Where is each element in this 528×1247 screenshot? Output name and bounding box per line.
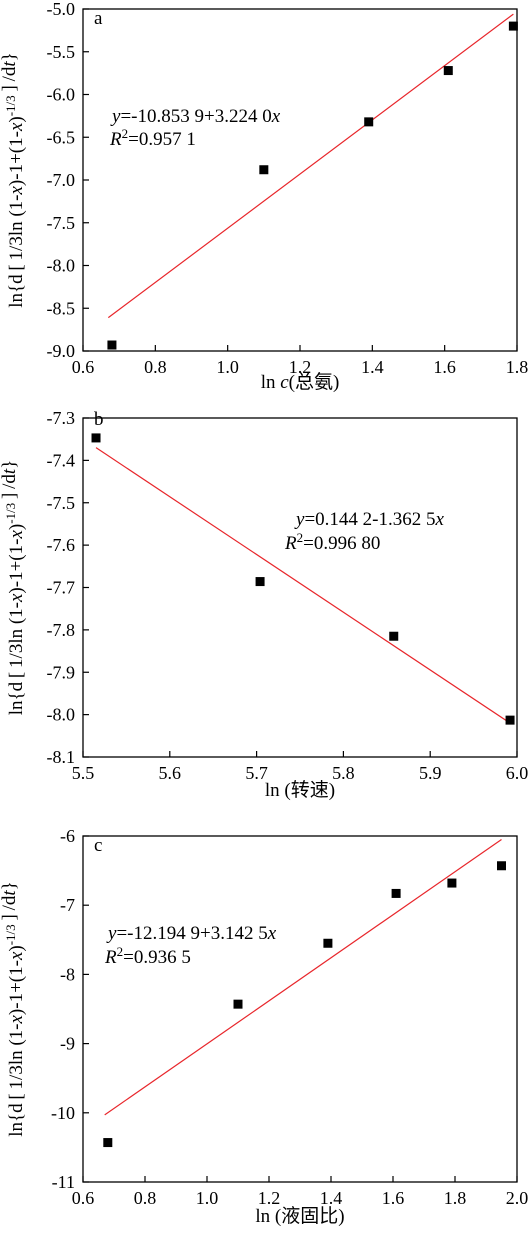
- panel-b-x-tick-label: 5.5: [72, 763, 95, 783]
- panel-a-y-tick-label: -9.0: [47, 341, 76, 361]
- panel-a-y-tick-label: -8.5: [47, 298, 76, 318]
- panel-b-data-point: [91, 433, 101, 443]
- panel-a-data-point: [508, 21, 518, 31]
- panel-b-x-tick-label: 5.8: [332, 763, 355, 783]
- panel-b-x-axis-title: ln (转速): [265, 779, 335, 801]
- panel-b-x-tick-label: 5.7: [245, 763, 268, 783]
- panel-a-fit-line: [107, 13, 514, 319]
- panel-a-y-tick-label: -6.0: [47, 85, 76, 105]
- panel-c-x-tick-label: 1.4: [320, 1188, 343, 1208]
- panel-c-x-tick-label: 1.0: [196, 1188, 219, 1208]
- panel-c-x-axis-title: ln (液固比): [255, 1205, 344, 1227]
- panel-a-y-tick-label: -5.0: [47, 0, 76, 19]
- panel-c-y-tick-label: -7: [60, 895, 75, 915]
- panel-b-y-tick-label: -7.8: [47, 620, 76, 640]
- panel-c-fit-equation: y=-12.194 9+3.142 5x: [106, 923, 277, 944]
- panel-a-y-tick-label: -5.5: [47, 42, 76, 62]
- panel-b-fit-equation: y=0.144 2-1.362 5x: [294, 509, 444, 530]
- panel-b-x-tick-label: 5.9: [419, 763, 442, 783]
- panel-c-label: c: [94, 835, 102, 856]
- panel-b-fit-line: [95, 447, 511, 724]
- panel-c-y-tick-label: -8: [60, 964, 75, 984]
- panel-b-y-tick-label: -7.4: [47, 450, 76, 470]
- panel-c-x-tick-label: 0.8: [134, 1188, 157, 1208]
- panel-b-y-tick-label: -8.1: [47, 747, 76, 767]
- panel-c-y-tick-label: -6: [60, 826, 75, 846]
- panel-c-y-tick-label: -9: [60, 1034, 75, 1054]
- panel-b-y-tick-label: -7.6: [47, 535, 76, 555]
- panel-b-y-tick-label: -7.9: [47, 662, 76, 682]
- panel-a-x-tick-label: 0.6: [72, 357, 95, 377]
- panel-c-data-point: [233, 999, 243, 1009]
- panel-b-y-tick-label: -7.3: [47, 408, 76, 428]
- panel-c-x-tick-label: 1.2: [258, 1188, 281, 1208]
- panel-a-x-axis-title: ln c(总氨): [261, 371, 340, 393]
- panel-b-data-point: [505, 715, 515, 725]
- panel-b-label: b: [94, 409, 104, 430]
- panel-a-r-squared: R2=0.957 1: [109, 126, 196, 150]
- panel-c-y-axis-title: ln{d [ 1/3ln (1-x)-1+(1-x)-1/3 ] /dt}: [0, 881, 27, 1137]
- panel-a-fit-equation: y=-10.853 9+3.224 0x: [110, 106, 281, 127]
- panel-c-x-tick-label: 0.6: [72, 1188, 95, 1208]
- panel-a-y-tick-label: -8.0: [47, 256, 76, 276]
- panel-b-data-point: [389, 631, 399, 641]
- panel-c-data-point: [103, 1138, 113, 1148]
- panel-b-y-tick-label: -8.0: [47, 705, 76, 725]
- panel-b-r-squared: R2=0.996 80: [284, 530, 380, 554]
- panel-c-x-tick-label: 1.6: [382, 1188, 405, 1208]
- panel-a-data-point: [107, 340, 117, 350]
- panel-b-data-point: [255, 577, 265, 587]
- panel-b-x-tick-label: 6.0: [506, 763, 528, 783]
- panel-c-x-tick-label: 1.8: [444, 1188, 467, 1208]
- panel-a-y-tick-label: -6.5: [47, 127, 76, 147]
- panel-a-y-axis-title: ln{d [ 1/3ln (1-x)-1+(1-x)-1/3 ] /dt}: [0, 52, 27, 308]
- panel-b-y-axis-title: ln{d [ 1/3ln (1-x)-1+(1-x)-1/3 ] /dt}: [0, 460, 27, 716]
- panel-c-data-point: [391, 888, 401, 898]
- panel-c-data-point: [447, 878, 457, 888]
- panel-b-y-tick-label: -7.7: [47, 578, 76, 598]
- panel-c-plot-frame: [82, 835, 518, 1183]
- panel-a-y-tick-label: -7.0: [47, 170, 76, 190]
- panel-a-label: a: [94, 8, 103, 29]
- panel-c-data-point: [323, 938, 333, 948]
- panel-a-x-tick-label: 0.8: [144, 357, 167, 377]
- panel-c-r-squared: R2=0.936 5: [104, 944, 191, 968]
- panel-a-data-point: [259, 165, 269, 175]
- panel-a-data-point: [443, 66, 453, 76]
- panel-a-y-tick-label: -7.5: [47, 213, 76, 233]
- panel-a-x-tick-label: 1.0: [216, 357, 239, 377]
- panel-b-plot-frame: [82, 417, 518, 758]
- panel-c-y-tick-label: -10: [51, 1103, 75, 1123]
- panel-a-data-point: [364, 117, 374, 127]
- panel-c-fit-line: [104, 838, 502, 1116]
- panel-a-x-tick-label: 1.8: [506, 357, 528, 377]
- panel-c-x-tick-label: 2.0: [506, 1188, 528, 1208]
- panel-c-data-point: [497, 861, 506, 871]
- panel-b-x-tick-label: 5.6: [159, 763, 182, 783]
- panel-a-x-tick-label: 1.2: [289, 357, 312, 377]
- panel-b-y-tick-label: -7.5: [47, 493, 76, 513]
- panel-a-x-tick-label: 1.6: [433, 357, 456, 377]
- panel-a-x-tick-label: 1.4: [361, 357, 384, 377]
- panel-c-y-tick-label: -11: [52, 1172, 75, 1192]
